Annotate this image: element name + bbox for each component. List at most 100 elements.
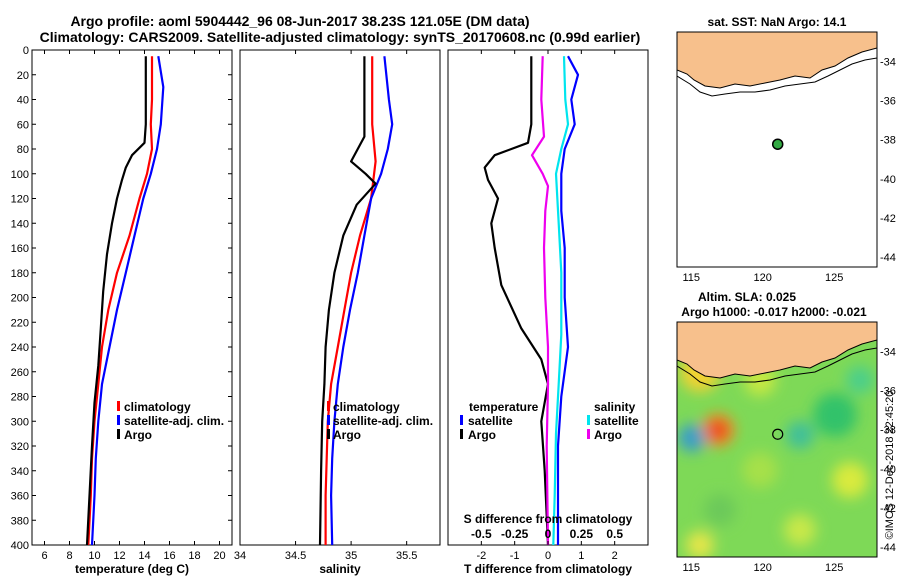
y-tick-label: 200 [11,293,29,305]
y-tick-label: 340 [11,466,29,478]
y-tick-label: 240 [11,342,29,354]
legend-label-s-argo: Argo [594,428,622,442]
sla-map [677,322,877,557]
sla-blob-teal [786,421,814,449]
sla-blob-green [846,366,874,394]
legend-label-climatology: climatology [124,400,191,414]
y-tick-label: 300 [11,416,29,428]
legend-swatch-s-satellite [587,415,590,425]
legend-label-argo: Argo [333,428,361,442]
legend-label-satellite: satellite-adj. clim. [124,414,224,428]
map-y-tick-label: -40 [880,464,896,476]
map-y-tick-label: -34 [880,56,896,68]
series-line-t-argo [483,56,550,545]
x-tick-label: 20 [213,550,225,562]
sla-map-land [677,322,877,379]
series-line-t-satellite [556,55,580,545]
y-tick-label: 380 [11,515,29,527]
x-tick-label: -2 [476,550,486,562]
y-tick-label: 220 [11,317,29,329]
y-tick-label: 400 [11,540,29,552]
map-y-tick-label: -42 [880,213,896,225]
legend-label-t-argo: Argo [468,428,496,442]
legend-swatch-t-argo [460,429,463,439]
y-tick-label: 260 [11,367,29,379]
sla-map-title-line1: Altim. SLA: 0.025 [698,290,796,304]
sla-map-isobath [677,347,877,387]
legend-title-temperature: temperature [469,400,539,414]
map-y-tick-label: -38 [880,425,896,437]
difference-xlabel: T difference from climatology [464,562,632,576]
map-y-tick-label: -36 [880,96,896,108]
difference-series [483,55,580,545]
sla-map-frame [676,321,878,558]
temperature-series [85,56,165,545]
map-y-tick-label: -42 [880,503,896,515]
legend-label-climatology: climatology [333,400,400,414]
series-line-argo [85,56,147,545]
sla-blob-hot [710,422,726,438]
top-x-tick-label: 0.25 [570,527,594,541]
y-tick-label: 320 [11,441,29,453]
legend-swatch-s-argo [587,429,590,439]
difference-legend: temperature satellite Argo salinity sate… [460,400,639,442]
sla-map-title-line2: Argo h1000: -0.017 h2000: -0.021 [681,305,867,319]
sla-blob-cold [678,424,706,452]
x-tick-label: 14 [138,550,150,562]
temperature-panel-frame [31,49,233,546]
y-tick-label: 120 [11,194,29,206]
series-line-climatology [324,56,377,545]
temperature-xlabel: temperature (deg C) [75,562,189,576]
sst-map-title: sat. SST: NaN Argo: 14.1 [708,15,847,29]
map-x-tick-label: 120 [754,562,772,574]
series-line-satellite-adj-clim- [90,56,165,545]
map-x-tick-label: 115 [683,562,701,574]
y-tick-label: 20 [17,70,29,82]
top-x-tick-label: -0.25 [501,527,529,541]
series-line-argo [318,56,377,545]
argo-location-marker [772,428,784,440]
legend-label-satellite: satellite-adj. clim. [333,414,433,428]
legend-swatch-satellite [117,415,120,425]
sla-blob-lime [742,452,778,488]
sla-blob-yellow [832,462,868,498]
series-line-s-argo [530,56,550,545]
x-tick-label: 8 [66,550,72,562]
legend-swatch-satellite [327,415,330,425]
sla-blob-green [704,494,736,526]
figure-title-line2: Climatology: CARS2009. Satellite-adjuste… [40,29,641,45]
salinity-xlabel: salinity [319,562,361,576]
sla-blob-lime [784,514,816,546]
salinity-panel-frame [239,49,441,546]
x-tick-label: 1 [578,550,584,562]
salinity-legend: climatology satellite-adj. clim. Argo [327,400,433,442]
legend-label-s-satellite: satellite [594,414,639,428]
sst-map-frame [676,31,878,268]
map-x-tick-label: 125 [825,562,843,574]
legend-label-t-satellite: satellite [468,414,513,428]
top-x-tick-label: 0.5 [606,527,623,541]
series-line-satellite-adj-clim- [330,56,394,545]
map-y-tick-label: -44 [880,252,896,264]
legend-swatch-t-satellite [460,415,463,425]
series-line-s-satellite [552,56,570,545]
sst-map-land [677,32,877,89]
x-tick-label: 10 [88,550,100,562]
legend-swatch-climatology [117,401,120,411]
y-tick-label: 0 [23,45,29,57]
legend-swatch-argo [117,429,120,439]
top-x-tick-label: 0 [545,527,552,541]
top-x-tick-label: -0.5 [471,527,492,541]
y-tick-label: 40 [17,95,29,107]
map-y-tick-label: -38 [880,135,896,147]
x-tick-label: -1 [510,550,520,562]
salinity-series [318,56,394,545]
legend-swatch-argo [327,429,330,439]
map-y-tick-label: -44 [880,542,896,554]
y-tick-label: 80 [17,144,29,156]
x-tick-label: 6 [41,550,47,562]
x-tick-label: 35 [345,550,357,562]
x-tick-label: 34.5 [285,550,306,562]
legend-label-argo: Argo [124,428,152,442]
